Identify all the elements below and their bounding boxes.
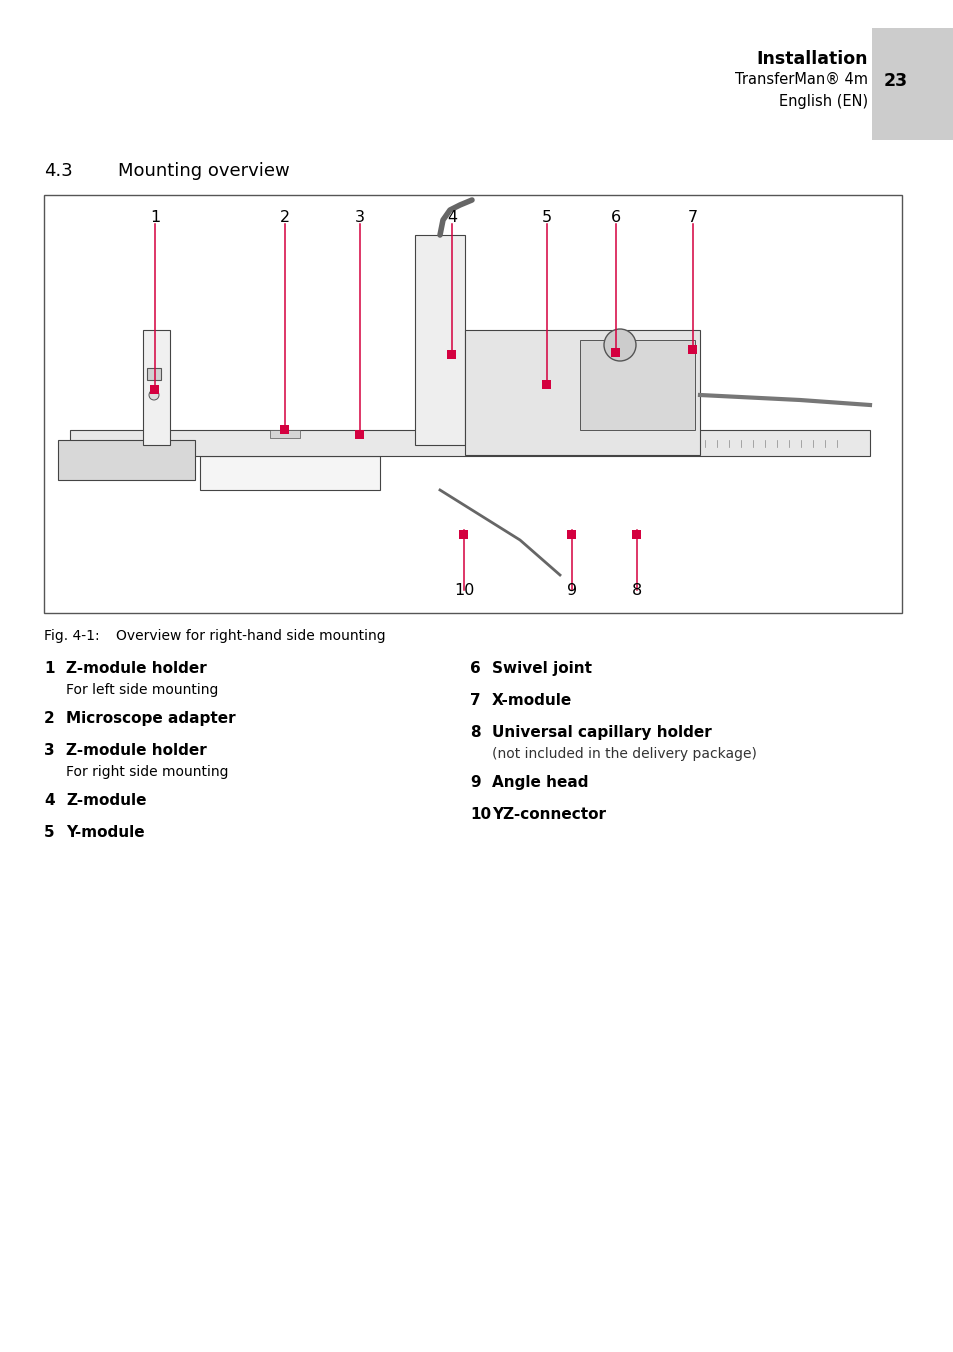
Bar — [464, 330, 700, 456]
Text: 3: 3 — [355, 210, 365, 224]
Text: Mounting overview: Mounting overview — [118, 162, 290, 180]
Text: Fig. 4-1:: Fig. 4-1: — [44, 629, 99, 644]
Text: Universal capillary holder: Universal capillary holder — [492, 725, 711, 740]
Bar — [415, 235, 464, 445]
Bar — [611, 347, 619, 357]
Text: 10: 10 — [470, 807, 491, 822]
Bar — [70, 430, 869, 456]
Bar — [200, 456, 379, 489]
Bar — [280, 425, 289, 434]
Text: 7: 7 — [687, 210, 698, 224]
Circle shape — [603, 329, 636, 361]
Text: Z-module: Z-module — [66, 794, 147, 808]
Bar — [688, 345, 697, 354]
Bar — [542, 380, 551, 389]
Text: Z-module holder: Z-module holder — [66, 661, 207, 676]
Text: Microscope adapter: Microscope adapter — [66, 711, 235, 726]
Text: (not included in the delivery package): (not included in the delivery package) — [492, 748, 756, 761]
Text: Overview for right-hand side mounting: Overview for right-hand side mounting — [116, 629, 385, 644]
Text: English (EN): English (EN) — [778, 95, 867, 110]
Text: TransferMan® 4m: TransferMan® 4m — [734, 72, 867, 87]
Text: 4.3: 4.3 — [44, 162, 72, 180]
Text: 2: 2 — [44, 711, 54, 726]
Text: Y-module: Y-module — [66, 825, 145, 840]
Text: 4: 4 — [44, 794, 54, 808]
Text: 6: 6 — [610, 210, 620, 224]
Bar — [355, 430, 364, 439]
Text: For left side mounting: For left side mounting — [66, 683, 218, 698]
Text: X-module: X-module — [492, 694, 572, 708]
Text: Swivel joint: Swivel joint — [492, 661, 592, 676]
Text: Z-module holder: Z-module holder — [66, 744, 207, 758]
Text: 5: 5 — [541, 210, 552, 224]
Bar — [459, 530, 468, 539]
Bar — [871, 28, 953, 141]
Bar — [147, 368, 161, 380]
Bar — [58, 439, 194, 480]
Text: 8: 8 — [631, 583, 641, 598]
Circle shape — [149, 389, 159, 400]
Bar — [44, 195, 901, 612]
Text: 9: 9 — [566, 583, 577, 598]
Text: For right side mounting: For right side mounting — [66, 765, 229, 779]
Text: YZ-connector: YZ-connector — [492, 807, 605, 822]
Text: 6: 6 — [470, 661, 480, 676]
Bar — [143, 330, 170, 445]
Text: 3: 3 — [44, 744, 54, 758]
Text: 10: 10 — [454, 583, 474, 598]
Text: 8: 8 — [470, 725, 480, 740]
Bar — [632, 530, 640, 539]
Bar — [447, 350, 456, 360]
Bar — [151, 385, 159, 393]
Text: Installation: Installation — [756, 50, 867, 68]
Bar — [270, 430, 299, 438]
Bar — [579, 339, 695, 430]
Text: 4: 4 — [446, 210, 456, 224]
Bar — [567, 530, 576, 539]
Text: Angle head: Angle head — [492, 775, 588, 790]
Text: 1: 1 — [150, 210, 160, 224]
Text: 9: 9 — [470, 775, 480, 790]
Text: 1: 1 — [44, 661, 54, 676]
Text: 5: 5 — [44, 825, 54, 840]
Text: 23: 23 — [883, 72, 907, 91]
Text: 7: 7 — [470, 694, 480, 708]
Text: 2: 2 — [279, 210, 290, 224]
